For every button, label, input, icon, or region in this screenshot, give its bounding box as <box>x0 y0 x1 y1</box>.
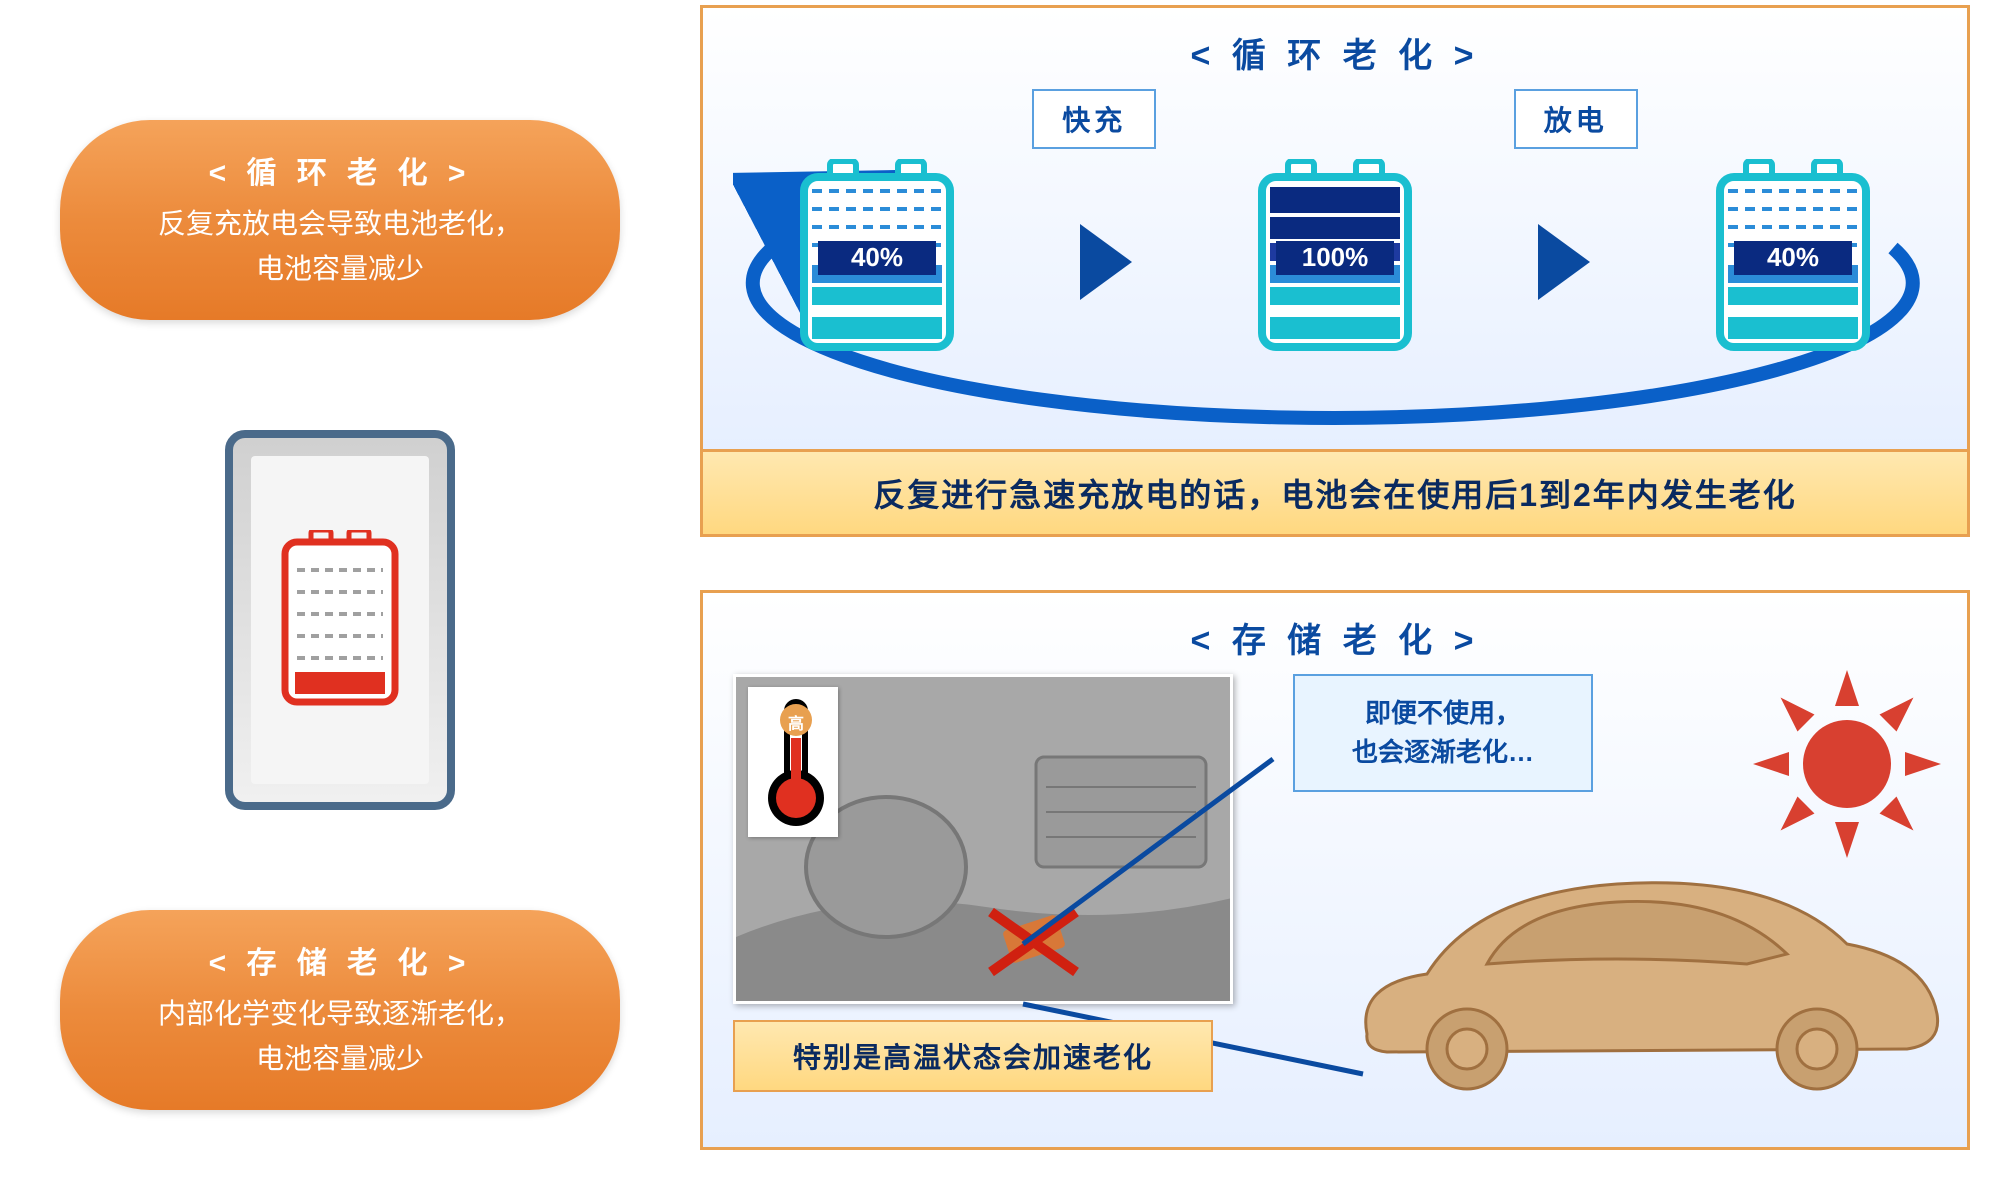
cycle-pill-title: < 循 环 老 化 > <box>100 148 580 192</box>
thermo-label: 高 <box>751 710 841 734</box>
left-column: < 循 环 老 化 > 反复充放电会导致电池老化， 电池容量减少 < 存 储 老… <box>50 0 650 1181</box>
battery-40-b: 40% <box>1708 159 1878 364</box>
storage-aging-panel: < 存 储 老 化 > <box>700 590 1970 1150</box>
arrow-right-icon <box>1538 224 1590 300</box>
cycle-aging-pill: < 循 环 老 化 > 反复充放电会导致电池老化， 电池容量减少 <box>60 120 620 320</box>
fast-charge-label: 快充 <box>1032 89 1156 149</box>
phone-screen <box>251 456 429 784</box>
cycle-panel-title: < 循 环 老 化 > <box>733 28 1937 77</box>
car-interior-image: 高 <box>733 674 1233 1004</box>
phone-icon <box>225 430 455 810</box>
battery-row: 40% 100% 40% <box>733 159 1937 364</box>
battery-100: 100% <box>1250 159 1420 364</box>
svg-text:100%: 100% <box>1302 242 1369 272</box>
storage-aging-pill: < 存 储 老 化 > 内部化学变化导致逐渐老化， 电池容量减少 <box>60 910 620 1110</box>
svg-text:40%: 40% <box>1767 242 1819 272</box>
right-column: < 循 环 老 化 > 快充 放电 40% <box>700 0 1980 1181</box>
thermometer-icon: 高 <box>748 687 838 837</box>
discharge-label: 放电 <box>1514 89 1638 149</box>
storage-warning: 特别是高温状态会加速老化 <box>733 1020 1213 1092</box>
cycle-pill-body: 反复充放电会导致电池老化， 电池容量减少 <box>100 202 580 292</box>
storage-note: 即便不使用， 也会逐渐老化… <box>1293 674 1593 792</box>
battery-40-a: 40% <box>792 159 962 364</box>
cycle-aging-panel: < 循 环 老 化 > 快充 放电 40% <box>700 5 1970 455</box>
car-icon <box>1317 824 1957 1104</box>
storage-panel-title: < 存 储 老 化 > <box>733 613 1937 662</box>
svg-text:40%: 40% <box>851 242 903 272</box>
storage-pill-body: 内部化学变化导致逐渐老化， 电池容量减少 <box>100 992 580 1082</box>
storage-pill-title: < 存 储 老 化 > <box>100 938 580 982</box>
arrow-right-icon <box>1080 224 1132 300</box>
cycle-banner: 反复进行急速充放电的话，电池会在使用后1到2年内发生老化 <box>700 449 1970 537</box>
low-battery-icon <box>275 530 405 710</box>
